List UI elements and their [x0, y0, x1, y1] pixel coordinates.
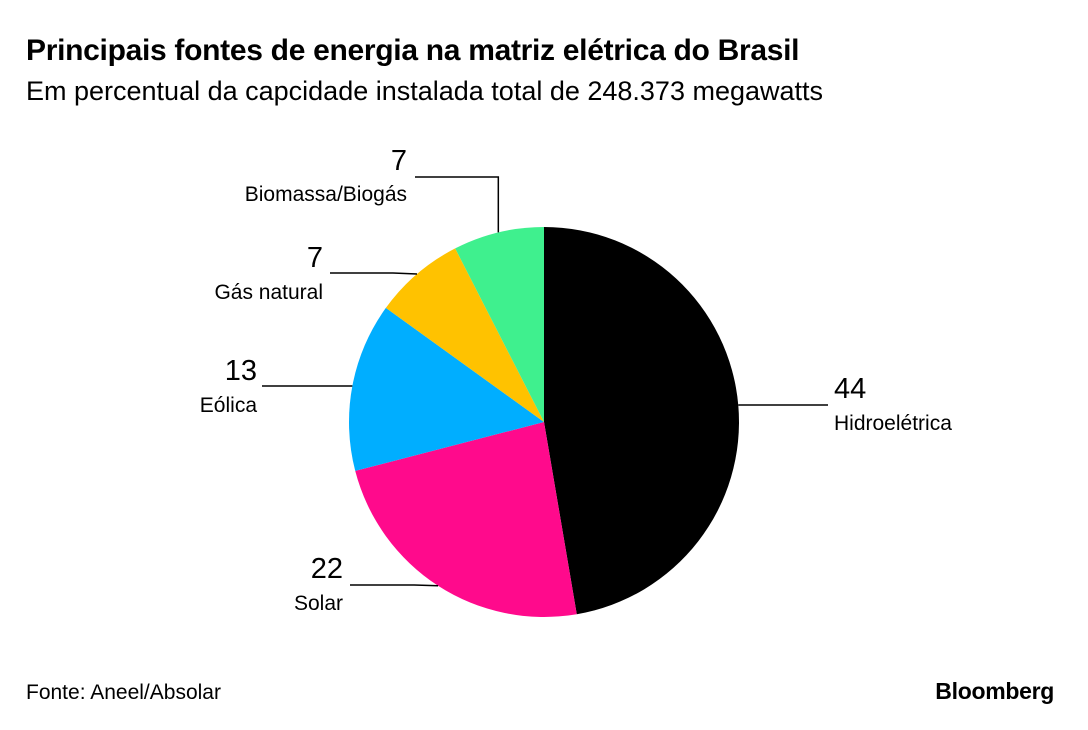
leader-line-gas-natural: [330, 272, 418, 275]
chart-subtitle: Em percentual da capcidade instalada tot…: [26, 76, 824, 106]
category-label-solar: Solar: [294, 592, 343, 615]
pie-slice-biomassa-biogas: [455, 227, 544, 422]
slice-labels: 44 Hidroelétrica 22 Solar 13 Eólica 7 Gás natur…: [200, 145, 952, 615]
source-note: Fonte: Aneel/Absolar: [26, 681, 221, 704]
pie-slices: [349, 227, 739, 617]
pie-slice-gas-natural: [385, 248, 544, 422]
value-label-biomassa-biogas: 7: [391, 145, 407, 177]
value-label-hidroeletrica: 44: [834, 373, 866, 405]
value-label-solar: 22: [311, 553, 343, 585]
chart-title: Principais fontes de energia na matriz e…: [26, 34, 800, 67]
pie-slice-hidroeletrica: [544, 227, 739, 615]
leader-line-solar: [350, 584, 439, 587]
category-label-eolica: Eólica: [200, 394, 258, 417]
bloomberg-logo: Bloomberg: [935, 678, 1054, 704]
value-label-eolica: 13: [225, 355, 257, 387]
category-label-biomassa-biogas: Biomassa/Biogás: [245, 183, 407, 206]
pie-slice-solar: [355, 422, 577, 617]
value-label-gas-natural: 7: [307, 242, 323, 274]
label-leader-lines: [262, 176, 828, 587]
category-label-hidroeletrica: Hidroelétrica: [834, 412, 952, 435]
pie-slice-eolica: [349, 307, 544, 471]
category-label-gas-natural: Gás natural: [214, 281, 323, 304]
leader-line-biomassa-biogas: [415, 176, 500, 233]
